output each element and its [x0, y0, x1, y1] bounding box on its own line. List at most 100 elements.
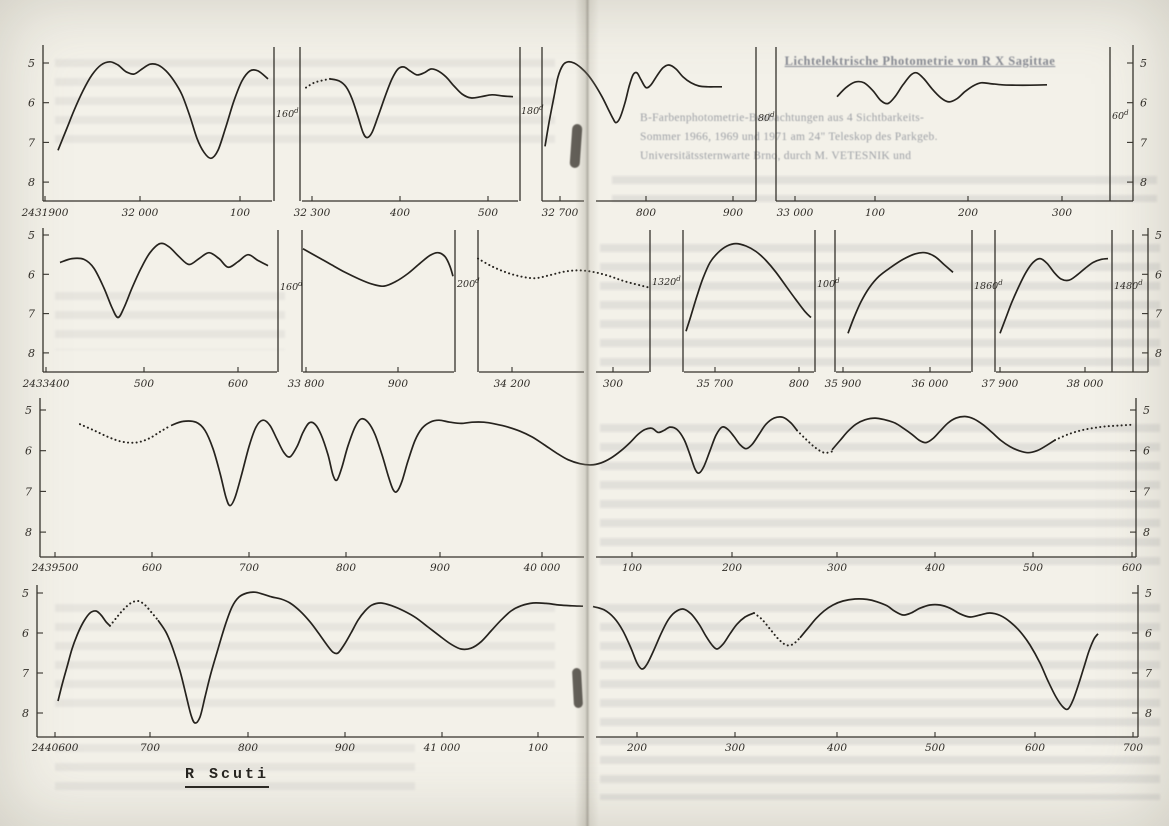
x-tick-label: 600: [142, 562, 162, 574]
light-curve: [57, 60, 269, 160]
x-tick-label: 100: [230, 207, 250, 219]
x-tick-label: 36 000: [912, 378, 949, 390]
mag-label-left: 8: [25, 526, 32, 539]
x-tick-label: 300: [725, 742, 745, 754]
x-tick-label: 500: [925, 742, 945, 754]
mag-label-left: 5: [28, 57, 35, 70]
light-curve-panel-3: 2439500 600 700 800 900 40 000 100 200 300 400 500…: [25, 398, 1150, 574]
bleed-line: Sommer 1966, 1969 und 1971 am 24" Telesk…: [640, 131, 938, 143]
mag-label-right: 8: [1143, 526, 1150, 539]
x-tick-label: 38 000: [1067, 378, 1104, 390]
x-tick-label: 41 000: [423, 742, 461, 754]
x-tick-label: 40 000: [523, 562, 561, 574]
x-tick-label: 33 800: [288, 378, 325, 390]
x-tick-label: 200: [957, 207, 978, 219]
light-curve: [170, 416, 798, 507]
x-tick-label: 500: [478, 207, 498, 219]
gap-duration-label: 1480d: [1114, 279, 1143, 292]
mag-label-left: 5: [28, 229, 35, 242]
mag-label-right: 6: [1155, 268, 1162, 281]
x-tick-label: 400: [389, 207, 410, 219]
light-curve: [59, 242, 269, 319]
x-tick-label: 700: [1123, 742, 1143, 754]
mag-label-right: 7: [1145, 667, 1152, 680]
x-tick-label: 600: [1122, 562, 1142, 574]
x-tick-label: 200: [721, 562, 742, 574]
light-curve-dotted: [109, 599, 159, 627]
light-curve-dotted: [796, 429, 833, 454]
mag-label-left: 6: [28, 268, 35, 281]
mag-label-left: 6: [25, 445, 32, 458]
x-tick-label: 200: [626, 742, 647, 754]
bleed-text-smudge: [55, 288, 285, 350]
light-curve: [329, 66, 514, 139]
mag-label-left: 5: [25, 404, 32, 417]
bleed-text-smudge: [55, 740, 415, 800]
x-tick-label: 800: [336, 562, 356, 574]
light-curve-dotted: [79, 423, 172, 444]
figure-title: R Scuti: [185, 766, 270, 788]
light-curve: [847, 251, 954, 334]
mag-label-right: 7: [1155, 308, 1162, 321]
gap-duration-label: 1320d: [652, 275, 681, 288]
bleed-line: B-Farbenphotometrie-Beobachtungen aus 4 …: [640, 112, 925, 124]
mag-label-left: 8: [28, 347, 35, 360]
x-tick-label: 100: [865, 207, 885, 219]
light-curve: [57, 610, 111, 702]
x-tick-label: 700: [140, 742, 160, 754]
light-curve-dotted: [305, 77, 331, 89]
mag-label-right: 5: [1140, 57, 1147, 70]
mag-label-right: 6: [1140, 97, 1147, 110]
light-curve: [799, 598, 1099, 711]
mag-label-left: 7: [25, 485, 32, 498]
light-curve: [831, 415, 1056, 454]
mag-label-left: 6: [22, 627, 29, 640]
mag-label-left: 7: [28, 136, 35, 149]
light-curve: [157, 591, 584, 724]
light-curve-panel-1: 2431900 32 000 100 32 300 400 500 32 700 800 900…: [21, 45, 1147, 219]
mag-label-left: 7: [28, 308, 35, 321]
x-tick-label: 300: [1052, 207, 1072, 219]
x-tick-label: 2440600: [31, 742, 79, 754]
mag-label-right: 8: [1155, 347, 1162, 360]
x-tick-label: 34 200: [494, 378, 531, 390]
x-tick-label: 2431900: [21, 207, 69, 219]
gap-duration-label: 80d: [758, 111, 775, 124]
light-curve: [544, 60, 722, 147]
x-tick-label: 2439500: [31, 562, 79, 574]
gap-duration-label: 200d: [456, 277, 480, 290]
mag-label-left: 7: [22, 667, 29, 680]
mag-label-right: 5: [1143, 404, 1150, 417]
x-tick-label: 32 700: [542, 207, 579, 219]
mag-label-left: 8: [22, 707, 29, 720]
light-curve-dotted: [477, 257, 649, 289]
x-tick-label: 300: [827, 562, 847, 574]
gap-duration-label: 180d: [521, 104, 544, 117]
x-tick-label: 700: [239, 562, 259, 574]
x-tick-label: 400: [924, 562, 945, 574]
x-tick-label: 900: [723, 207, 743, 219]
bleed-text-smudge: [612, 172, 1157, 202]
x-tick-label: 800: [789, 378, 809, 390]
gap-duration-label: 100d: [817, 277, 840, 290]
x-tick-label: 800: [238, 742, 258, 754]
x-tick-label: 32 300: [294, 207, 331, 219]
light-curve: [836, 71, 1048, 105]
x-tick-label: 100: [622, 562, 642, 574]
x-tick-label: 600: [1025, 742, 1045, 754]
x-tick-label: 35 900: [825, 378, 862, 390]
mag-label-right: 6: [1145, 627, 1152, 640]
light-curve-panel-2: 2433400 500 600 33 800 900 34 200 300 35 700 800…: [22, 228, 1162, 390]
mag-label-right: 8: [1140, 176, 1147, 189]
mag-label-right: 7: [1143, 485, 1150, 498]
bleed-text-smudge: [55, 600, 555, 712]
gap-duration-label: 1860d: [974, 279, 1003, 292]
x-tick-label: 900: [335, 742, 355, 754]
bleed-heading: Lichtelektrische Photometrie von R X Sag…: [784, 54, 1056, 68]
x-tick-label: 500: [134, 378, 154, 390]
mag-label-right: 5: [1145, 587, 1152, 600]
x-tick-label: 35 700: [697, 378, 734, 390]
gap-duration-label: 60d: [1112, 109, 1129, 122]
x-tick-label: 600: [228, 378, 248, 390]
